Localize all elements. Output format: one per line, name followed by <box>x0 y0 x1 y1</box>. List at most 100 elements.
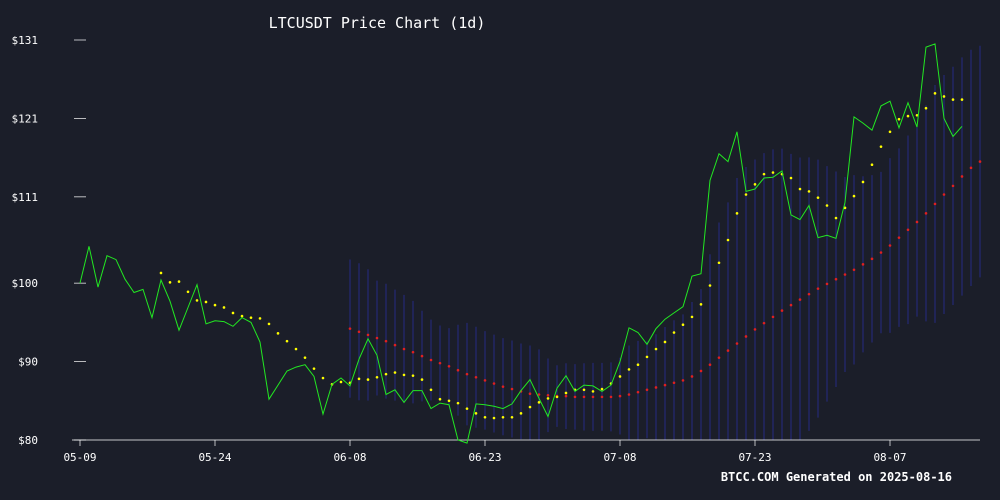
sma-short-point <box>618 375 622 378</box>
sma-long-point <box>681 379 685 382</box>
sma-short-point <box>249 316 253 319</box>
sma-short-point <box>528 405 532 409</box>
sma-long-point <box>375 336 379 340</box>
x-tick-label: 06-23 <box>468 451 501 464</box>
sma-long-point <box>798 298 802 301</box>
sma-short-point <box>807 190 811 193</box>
sma-long-point <box>528 392 532 396</box>
sma-short-point <box>456 401 460 405</box>
sma-long-point <box>699 369 703 373</box>
x-tick-label: 06-08 <box>333 451 366 464</box>
sma-short-point <box>960 98 964 101</box>
sma-long-point <box>636 390 640 394</box>
sma-short-point <box>690 315 694 319</box>
sma-short-point <box>798 187 802 191</box>
sma-long-point <box>852 268 856 272</box>
sma-long-point <box>960 175 964 178</box>
sma-long-point <box>735 342 739 345</box>
sma-short-point <box>159 271 163 275</box>
sma-long-point <box>645 388 649 392</box>
sma-long-point <box>753 328 757 331</box>
sma-short-point <box>195 299 199 302</box>
sma-long-point <box>771 315 775 319</box>
sma-long-point <box>672 381 676 385</box>
sma-long-point <box>762 321 766 325</box>
sma-short-point <box>699 303 703 306</box>
sma-long-point <box>474 375 478 379</box>
sma-short-point <box>501 415 505 419</box>
sma-long-point <box>879 251 883 254</box>
sma-short-point <box>321 376 325 380</box>
sma-long-point <box>465 372 469 376</box>
x-tick-label: 05-09 <box>63 451 96 464</box>
sma-long-point <box>915 220 919 224</box>
sma-short-point <box>447 399 451 403</box>
sma-short-point <box>393 371 397 374</box>
sma-long-point <box>600 395 604 399</box>
sma-short-point <box>663 340 667 344</box>
sma-long-point <box>780 309 784 312</box>
volatility-band <box>349 45 981 440</box>
sma-short-point <box>726 238 730 242</box>
sma-short-point <box>636 363 640 367</box>
sma-short-point <box>402 373 406 377</box>
sma-short-point <box>312 367 316 370</box>
sma-short-point <box>753 183 757 186</box>
sma-long-series <box>348 160 982 399</box>
sma-long-point <box>726 349 730 352</box>
sma-long-point <box>717 356 721 359</box>
sma-short-point <box>681 323 685 327</box>
sma-long-point <box>591 395 595 399</box>
sma-short-point <box>366 378 370 381</box>
sma-short-point <box>672 331 676 334</box>
sma-short-point <box>213 303 217 307</box>
y-tick-label: $131 <box>12 34 39 47</box>
sma-short-point <box>546 397 550 400</box>
sma-short-point <box>708 284 712 287</box>
sma-short-point <box>825 204 829 207</box>
sma-short-point <box>339 380 343 384</box>
x-tick-label: 07-08 <box>603 451 636 464</box>
sma-short-point <box>474 412 478 415</box>
sma-long-point <box>366 333 370 337</box>
sma-short-point <box>834 216 838 220</box>
sma-short-point <box>177 280 181 283</box>
sma-long-point <box>564 394 568 398</box>
sma-long-point <box>546 393 550 397</box>
sma-long-point <box>654 386 658 389</box>
sma-short-point <box>492 416 496 420</box>
sma-long-point <box>951 184 955 188</box>
sma-short-point <box>861 180 865 184</box>
sma-short-point <box>357 377 361 381</box>
sma-long-point <box>978 160 982 163</box>
sma-long-point <box>870 257 874 261</box>
sma-short-point <box>600 387 604 391</box>
sma-short-point <box>924 106 928 110</box>
sma-long-point <box>510 387 514 391</box>
sma-long-point <box>888 244 892 247</box>
sma-short-point <box>375 375 379 379</box>
sma-long-point <box>573 395 577 399</box>
sma-long-point <box>933 202 937 206</box>
sma-long-point <box>690 375 694 378</box>
sma-long-point <box>834 277 838 281</box>
sma-long-point <box>789 303 793 307</box>
sma-short-point <box>717 261 721 265</box>
sma-long-point <box>411 350 415 354</box>
sma-short-point <box>843 206 847 210</box>
sma-long-point <box>861 263 865 266</box>
sma-short-point <box>627 368 631 371</box>
sma-short-point <box>267 322 271 326</box>
sma-short-point <box>240 314 244 318</box>
sma-long-point <box>906 228 910 232</box>
price-line <box>79 43 963 444</box>
sma-long-point <box>618 394 622 398</box>
chart-title: LTCUSDT Price Chart (1d) <box>269 14 486 32</box>
sma-short-point <box>852 194 856 198</box>
sma-long-point <box>429 358 433 362</box>
sma-short-point <box>915 113 919 117</box>
sma-short-point <box>582 388 586 392</box>
x-tick-label: 08-07 <box>873 451 906 464</box>
sma-long-point <box>744 335 748 338</box>
sma-short-point <box>771 171 775 174</box>
